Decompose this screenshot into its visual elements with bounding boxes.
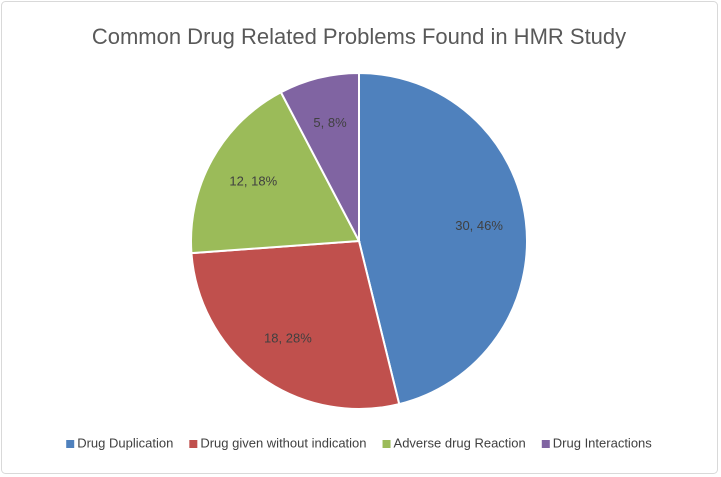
legend-swatch (541, 440, 550, 448)
legend-label: Drug Interactions (553, 435, 652, 450)
legend-swatch (382, 440, 391, 448)
pie-slice (190, 239, 401, 410)
data-label: 18, 28% (264, 330, 312, 345)
pie-slice (190, 90, 361, 255)
data-label: 30, 46% (455, 218, 503, 233)
data-label: 12, 18% (229, 174, 277, 189)
legend-label: Adverse drug Reaction (394, 435, 526, 450)
chart-title: Common Drug Related Problems Found in HM… (92, 24, 626, 49)
pie-slice (358, 71, 528, 406)
legend-swatch (66, 440, 75, 448)
pie-slice (279, 71, 360, 242)
legend-label: Drug given without indication (200, 435, 366, 450)
data-label: 5, 8% (313, 115, 347, 130)
legend-label: Drug Duplication (77, 435, 173, 450)
legend-swatch (189, 440, 198, 448)
